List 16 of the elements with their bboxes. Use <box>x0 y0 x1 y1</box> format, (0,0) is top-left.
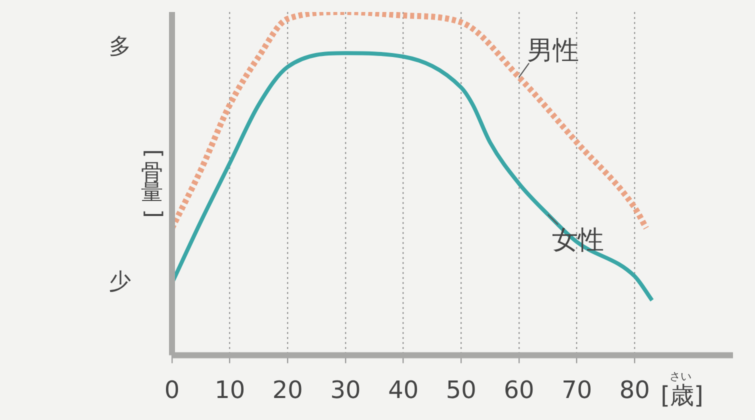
x-tick-label: 60 <box>504 376 534 404</box>
x-tick-label: 10 <box>214 376 246 404</box>
text: 少 <box>109 270 131 295</box>
x-tick-label: 80 <box>619 376 650 404</box>
x-tick-label: 50 <box>446 376 476 404</box>
x-tick-label: 70 <box>562 376 592 404</box>
x-tick-label: 20 <box>272 376 303 404</box>
text: さい <box>670 370 692 384</box>
x-tick-label: 0 <box>164 376 180 404</box>
y-axis-title: [骨量] <box>140 149 166 218</box>
x-axis-title: [歳] <box>660 381 704 410</box>
x-tick-label: 30 <box>330 376 361 404</box>
series-label: 女性 <box>552 225 604 256</box>
text: 多 <box>109 34 131 60</box>
x-tick-label: 40 <box>388 376 419 404</box>
series-label: 男性 <box>527 36 580 66</box>
